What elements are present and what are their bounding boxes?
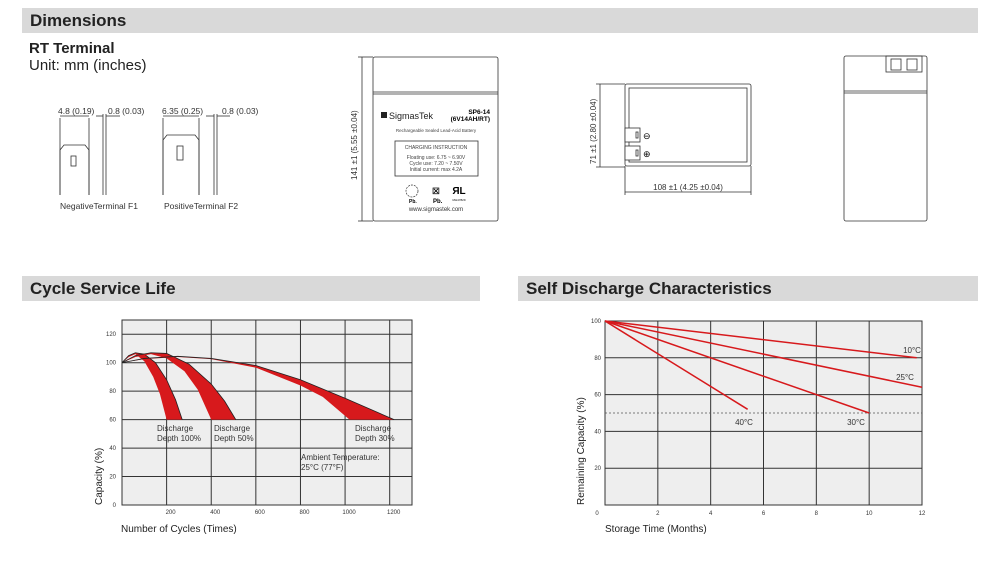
ambient-annotation: 25°C (77°F) bbox=[301, 463, 344, 472]
ul-icon: ЯL bbox=[452, 186, 465, 197]
y-tick-label: 20 bbox=[594, 466, 601, 472]
battery-side-top-drawings: 71 ±1 (2.80 ±0.04) 108 ±1 (4.25 ±0.04) ⊖… bbox=[589, 55, 928, 222]
pb-label-1: Pb. bbox=[409, 199, 417, 205]
x-tick-label: 200 bbox=[166, 510, 177, 516]
series-line-2 bbox=[604, 320, 870, 414]
x-tick-label: 10 bbox=[866, 511, 873, 517]
series-label: 25°C bbox=[896, 373, 914, 382]
x-tick-label: 600 bbox=[255, 510, 266, 516]
x-tick-label: 400 bbox=[210, 510, 221, 516]
cycle-life-title: Cycle Service Life bbox=[30, 279, 176, 298]
unit-label: Unit: mm (inches) bbox=[29, 57, 147, 74]
charging-title: CHARGING INSTRUCTION bbox=[405, 145, 468, 151]
x-tick-label: 0 bbox=[595, 511, 599, 517]
y-tick-label: 60 bbox=[594, 393, 601, 399]
ambient-annotation: Ambient Temperature: bbox=[301, 453, 380, 462]
terminal-drawings: 4.8 (0.19) 0.8 (0.03) 6.35 (0.25) 0.8 (0… bbox=[58, 106, 259, 211]
y-tick-label: 80 bbox=[594, 356, 601, 362]
y-tick-label: 40 bbox=[594, 429, 601, 435]
x-tick-label: 6 bbox=[762, 511, 766, 517]
pos-terminal-label: PositiveTerminal F2 bbox=[164, 201, 238, 211]
series-line-3 bbox=[604, 320, 749, 410]
x-tick-label: 8 bbox=[815, 511, 819, 517]
x-axis-label: Number of Cycles (Times) bbox=[121, 524, 237, 535]
model-spec: (6V14AH/RT) bbox=[451, 116, 490, 123]
y-tick-label: 100 bbox=[591, 319, 602, 325]
discharge-band-0 bbox=[122, 352, 183, 420]
self-discharge-chart: 20 40 60 80 100 0 2 4 6 8 10 12 10°C 25°C 30°C 40°C Stor… bbox=[576, 319, 926, 535]
depth-dim: 71 ±1 (2.80 ±0.04) bbox=[589, 98, 598, 164]
model: SP6-14 bbox=[468, 109, 490, 116]
neg-thick-dim: 0.8 (0.03) bbox=[108, 106, 145, 116]
pb-label-2: Pb. bbox=[433, 199, 443, 205]
series-line-1 bbox=[604, 320, 923, 388]
depth-label: Discharge bbox=[214, 424, 251, 433]
dimensions-header: Dimensions bbox=[22, 8, 978, 33]
discharge-band-2 bbox=[122, 356, 395, 420]
bin-icon: ⊠ bbox=[432, 186, 440, 197]
neg-width-dim: 4.8 (0.19) bbox=[58, 106, 95, 116]
plus-icon: ⊕ bbox=[643, 149, 651, 159]
neg-terminal-label: NegativeTerminal F1 bbox=[60, 201, 138, 211]
initial-current: Initial current: max 4.2A bbox=[410, 167, 463, 173]
floating-use: Floating use: 6.75 ~ 6.90V bbox=[407, 155, 466, 161]
cycle-use: Cycle use: 7.20 ~ 7.50V bbox=[409, 161, 463, 167]
y-tick-label: 100 bbox=[106, 361, 117, 367]
depth-label: Depth 30% bbox=[355, 434, 395, 443]
battery-type: Rechargeable Sealed Lead-Acid Battery bbox=[396, 128, 477, 133]
dimensions-title: Dimensions bbox=[30, 11, 127, 30]
cycle-life-chart: 0 20 40 60 80 100 120 200 400 600 800 1000 1200 Disch… bbox=[94, 319, 413, 535]
minus-icon: ⊖ bbox=[643, 131, 651, 141]
discharge-curve-1 bbox=[121, 352, 237, 420]
depth-label: Depth 50% bbox=[214, 434, 254, 443]
x-tick-label: 12 bbox=[919, 511, 926, 517]
y-axis-label: Remaining Capacity (%) bbox=[576, 397, 587, 505]
y-tick-label: 60 bbox=[109, 418, 116, 424]
terminal-title: RT Terminal bbox=[29, 40, 115, 57]
x-axis-label: Storage Time (Months) bbox=[605, 524, 707, 535]
logo-icon bbox=[381, 112, 387, 118]
cycle-life-header: Cycle Service Life bbox=[22, 276, 480, 301]
series-label: 30°C bbox=[847, 418, 865, 427]
series-label: 10°C bbox=[903, 346, 921, 355]
series-line-0 bbox=[604, 320, 917, 359]
recycle-icon bbox=[405, 184, 419, 198]
y-tick-label: 80 bbox=[109, 389, 116, 395]
y-tick-label: 40 bbox=[109, 446, 116, 452]
discharge-band-1 bbox=[122, 352, 236, 420]
x-tick-label: 2 bbox=[656, 511, 660, 517]
self-discharge-header: Self Discharge Characteristics bbox=[518, 276, 978, 301]
x-tick-label: 1000 bbox=[342, 510, 356, 516]
x-tick-label: 800 bbox=[299, 510, 310, 516]
y-tick-label: 0 bbox=[113, 503, 117, 509]
depth-label: Depth 100% bbox=[157, 434, 201, 443]
y-axis-label: Capacity (%) bbox=[94, 448, 105, 505]
ul-code: MH47829 bbox=[452, 198, 465, 202]
length-dim: 108 ±1 (4.25 ±0.04) bbox=[653, 183, 723, 192]
depth-label: Discharge bbox=[157, 424, 194, 433]
discharge-curve-2 bbox=[121, 355, 395, 420]
pos-thick-dim: 0.8 (0.03) bbox=[222, 106, 259, 116]
depth-label: Discharge bbox=[355, 424, 392, 433]
y-tick-label: 120 bbox=[106, 332, 117, 338]
brand: SigmasTek bbox=[389, 111, 434, 121]
y-tick-label: 20 bbox=[109, 475, 116, 481]
website: www.sigmastek.com bbox=[408, 207, 463, 213]
height-dim: 141 ±1 (5.55 ±0.04) bbox=[350, 110, 359, 180]
self-discharge-title: Self Discharge Characteristics bbox=[526, 279, 772, 298]
series-label: 40°C bbox=[735, 418, 753, 427]
x-tick-label: 1200 bbox=[387, 510, 401, 516]
pos-width-dim: 6.35 (0.25) bbox=[162, 106, 203, 116]
battery-front-drawing: 141 ±1 (5.55 ±0.04) SigmasTek SP6-14 (6V… bbox=[350, 56, 499, 222]
x-tick-label: 4 bbox=[709, 511, 713, 517]
